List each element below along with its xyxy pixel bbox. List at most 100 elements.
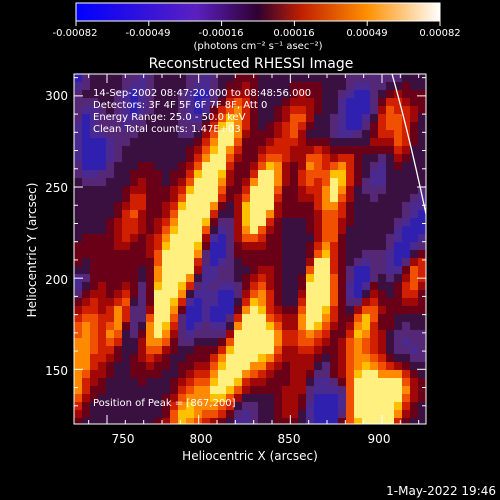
image-pixel <box>114 154 123 163</box>
image-pixel <box>122 338 131 347</box>
image-pixel <box>250 74 259 83</box>
image-pixel <box>330 210 339 219</box>
image-pixel <box>346 234 355 243</box>
image-pixel <box>82 298 91 307</box>
image-pixel <box>282 402 291 411</box>
image-pixel <box>178 410 187 419</box>
image-pixel <box>234 306 243 315</box>
image-pixel <box>194 346 203 355</box>
image-pixel <box>338 146 347 155</box>
image-pixel <box>74 74 83 83</box>
image-pixel <box>154 130 163 139</box>
image-pixel <box>322 282 331 291</box>
image-pixel <box>402 202 411 211</box>
image-pixel <box>170 226 179 235</box>
image-pixel <box>138 338 147 347</box>
image-pixel <box>282 226 291 235</box>
image-pixel <box>338 218 347 227</box>
image-pixel <box>394 386 403 395</box>
image-pixel <box>242 234 251 243</box>
image-pixel <box>202 186 211 195</box>
image-pixel <box>274 194 283 203</box>
image-pixel <box>162 290 171 299</box>
image-pixel <box>282 410 291 419</box>
image-pixel <box>162 378 171 387</box>
image-pixel <box>130 154 139 163</box>
image-pixel <box>298 130 307 139</box>
image-pixel <box>178 162 187 171</box>
image-pixel <box>418 226 426 235</box>
image-pixel <box>226 122 235 131</box>
image-pixel <box>122 178 131 187</box>
image-pixel <box>410 234 419 243</box>
image-pixel <box>362 242 371 251</box>
image-pixel <box>114 378 123 387</box>
image-pixel <box>178 226 187 235</box>
image-pixel <box>362 90 371 99</box>
image-pixel <box>338 194 347 203</box>
image-pixel <box>194 266 203 275</box>
image-pixel <box>378 306 387 315</box>
image-pixel <box>370 138 379 147</box>
image-pixel <box>386 258 395 267</box>
image-pixel <box>202 162 211 171</box>
image-pixel <box>98 354 107 363</box>
image-pixel <box>178 186 187 195</box>
image-pixel <box>346 394 355 403</box>
image-pixel <box>138 282 147 291</box>
image-pixel <box>114 338 123 347</box>
image-pixel <box>106 290 115 299</box>
image-pixel <box>226 98 235 107</box>
image-pixel <box>402 314 411 323</box>
peak-position-label: Position of Peak = [867,200] <box>93 398 236 409</box>
image-pixel <box>362 186 371 195</box>
image-pixel <box>202 138 211 147</box>
image-pixel <box>386 346 395 355</box>
image-pixel <box>146 250 155 259</box>
image-pixel <box>218 98 227 107</box>
image-pixel <box>98 106 107 115</box>
image-pixel <box>218 106 227 115</box>
image-pixel <box>130 106 139 115</box>
image-pixel <box>266 226 275 235</box>
image-pixel <box>82 138 91 147</box>
image-pixel <box>314 170 323 179</box>
image-pixel <box>218 194 227 203</box>
image-pixel <box>106 346 115 355</box>
image-pixel <box>74 418 83 424</box>
image-pixel <box>290 282 299 291</box>
image-pixel <box>274 322 283 331</box>
image-pixel <box>146 394 155 403</box>
image-pixel <box>402 330 411 339</box>
image-pixel <box>354 322 363 331</box>
image-pixel <box>138 274 147 283</box>
image-pixel <box>266 74 275 83</box>
image-pixel <box>346 250 355 259</box>
image-pixel <box>266 130 275 139</box>
image-pixel <box>274 122 283 131</box>
image-pixel <box>162 370 171 379</box>
image-pixel <box>194 226 203 235</box>
image-pixel <box>122 218 131 227</box>
image-pixel <box>106 90 115 99</box>
image-pixel <box>322 74 331 83</box>
image-pixel <box>170 338 179 347</box>
image-pixel <box>122 138 131 147</box>
image-pixel <box>250 402 259 411</box>
image-pixel <box>298 170 307 179</box>
image-pixel <box>242 178 251 187</box>
image-pixel <box>74 370 83 379</box>
image-pixel <box>226 114 235 123</box>
image-pixel <box>242 250 251 259</box>
image-pixel <box>338 250 347 259</box>
image-pixel <box>234 394 243 403</box>
image-pixel <box>418 330 426 339</box>
image-pixel <box>98 202 107 211</box>
image-pixel <box>282 202 291 211</box>
image-pixel <box>234 194 243 203</box>
image-pixel <box>346 90 355 99</box>
image-pixel <box>82 330 91 339</box>
image-pixel <box>114 250 123 259</box>
image-pixel <box>274 370 283 379</box>
image-pixel <box>130 74 139 83</box>
